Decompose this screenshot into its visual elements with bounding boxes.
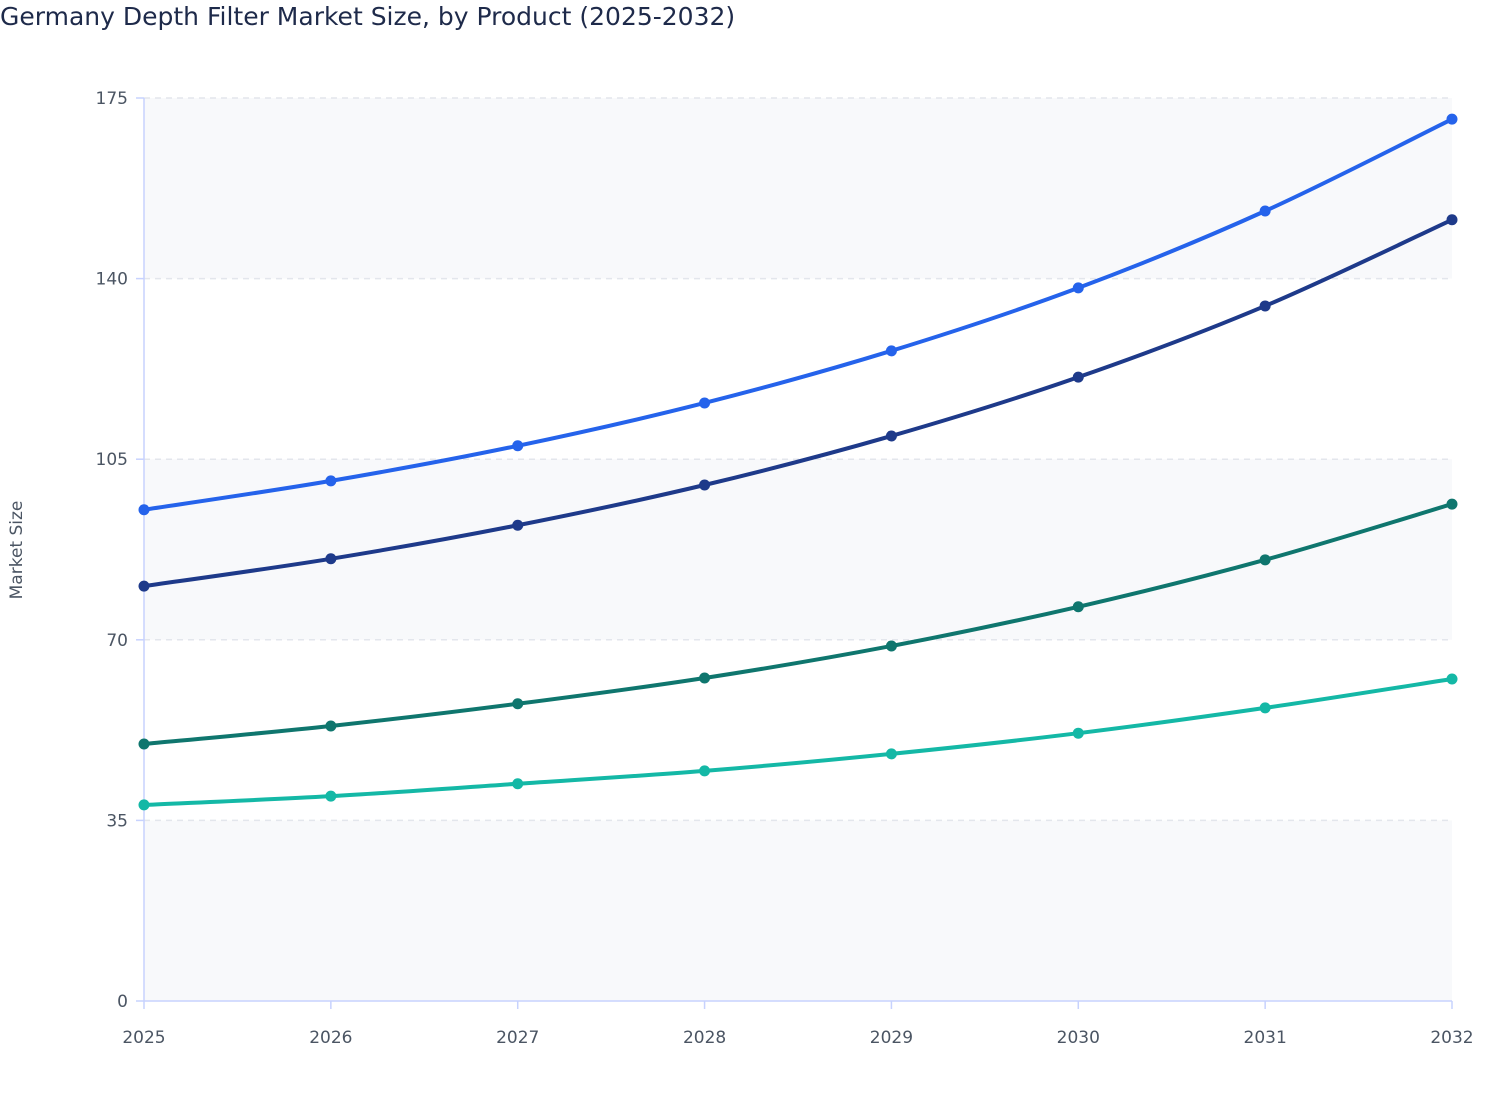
data-point bbox=[1446, 214, 1458, 226]
x-tick-label: 2031 bbox=[1244, 1028, 1287, 1048]
data-point bbox=[512, 698, 524, 710]
x-tick-label: 2028 bbox=[683, 1028, 726, 1048]
y-tick-label: 70 bbox=[106, 631, 128, 651]
data-point bbox=[699, 397, 711, 409]
data-point bbox=[1446, 113, 1458, 125]
series-line-3 bbox=[142, 502, 1454, 747]
x-tick-label: 2025 bbox=[122, 1028, 165, 1048]
y-tick-label: 140 bbox=[96, 270, 128, 290]
plot-band bbox=[144, 820, 1452, 1001]
data-point bbox=[699, 765, 711, 777]
data-point bbox=[138, 799, 150, 811]
data-point bbox=[699, 672, 711, 684]
data-point bbox=[1446, 673, 1458, 685]
data-point bbox=[885, 345, 897, 357]
data-point bbox=[885, 748, 897, 760]
data-point bbox=[885, 640, 897, 652]
x-tick-label: 2030 bbox=[1057, 1028, 1100, 1048]
series-line-1 bbox=[142, 117, 1454, 512]
x-tick-label: 2026 bbox=[309, 1028, 352, 1048]
plot-band bbox=[144, 98, 1452, 279]
plot-band bbox=[144, 459, 1452, 640]
data-point bbox=[1072, 727, 1084, 739]
data-point bbox=[325, 475, 337, 487]
data-point bbox=[138, 738, 150, 750]
data-point bbox=[512, 519, 524, 531]
data-point bbox=[1259, 702, 1271, 714]
data-point bbox=[1072, 601, 1084, 613]
y-tick-label: 175 bbox=[96, 89, 128, 109]
data-point bbox=[138, 580, 150, 592]
data-point bbox=[325, 553, 337, 565]
data-point bbox=[1446, 498, 1458, 510]
chart-title: Germany Depth Filter Market Size, by Pro… bbox=[0, 2, 736, 31]
x-tick-label: 2032 bbox=[1430, 1028, 1473, 1048]
y-tick-label: 105 bbox=[96, 450, 128, 470]
x-tick-label: 2027 bbox=[496, 1028, 539, 1048]
y-tick-label: 0 bbox=[117, 992, 128, 1012]
data-point bbox=[512, 440, 524, 452]
data-point bbox=[1072, 282, 1084, 294]
series-line-2 bbox=[142, 217, 1454, 589]
x-tick-label: 2029 bbox=[870, 1028, 913, 1048]
data-point bbox=[1072, 371, 1084, 383]
data-point bbox=[325, 720, 337, 732]
data-point bbox=[1259, 300, 1271, 312]
y-axis-label: Market Size bbox=[7, 501, 27, 600]
data-point bbox=[1259, 554, 1271, 566]
data-point bbox=[1259, 205, 1271, 217]
data-point bbox=[512, 778, 524, 790]
data-point bbox=[885, 430, 897, 442]
data-point bbox=[325, 790, 337, 802]
data-point bbox=[699, 479, 711, 491]
series-line-4 bbox=[142, 677, 1454, 807]
data-point bbox=[138, 504, 150, 516]
y-tick-label: 35 bbox=[106, 811, 128, 831]
